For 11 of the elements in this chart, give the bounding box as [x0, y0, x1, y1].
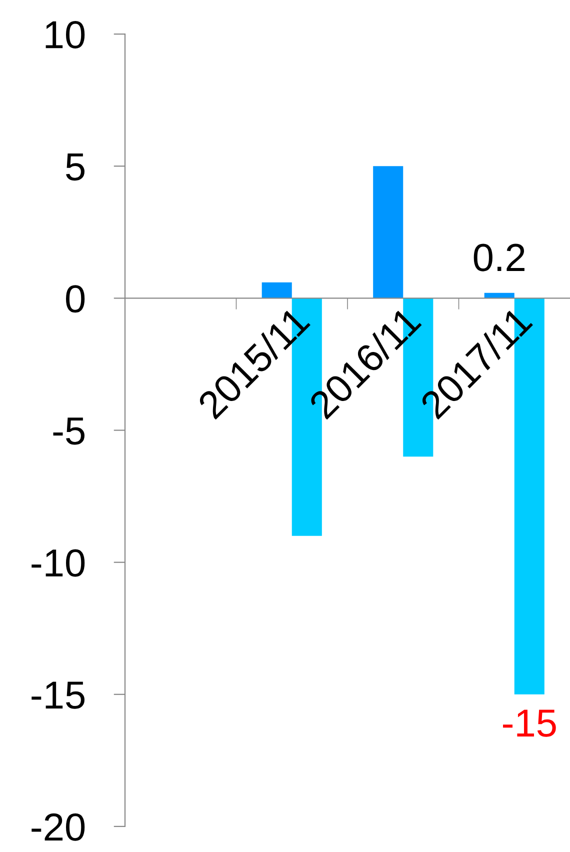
y-tick-label: 10 [46, 21, 85, 49]
y-tick-label: -10 [32, 549, 85, 577]
y-tick-label: -5 [53, 418, 84, 445]
bar [373, 166, 404, 298]
bar [262, 282, 292, 298]
y-tick-label: 5 [66, 153, 84, 181]
data-label: 0.2 [474, 244, 524, 272]
y-tick-label: -15 [32, 682, 84, 709]
y-tick-label: -20 [32, 813, 85, 841]
y-tick-label: 0 [66, 285, 85, 313]
data-label: -15 [503, 710, 556, 737]
